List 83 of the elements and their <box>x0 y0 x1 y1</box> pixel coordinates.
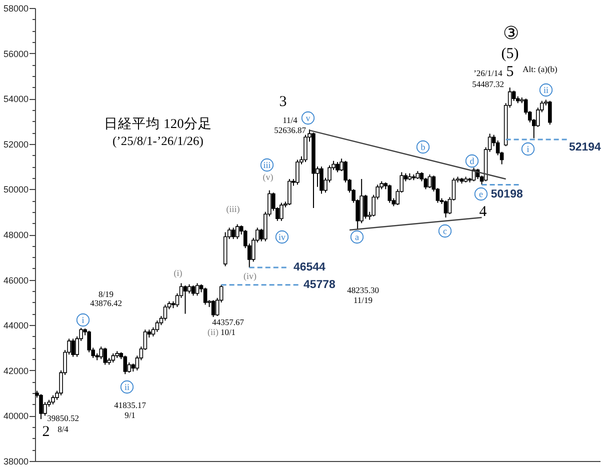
annotation: ③ <box>503 23 519 43</box>
candlestick <box>71 338 75 358</box>
candlestick <box>364 194 368 220</box>
candlestick <box>191 284 196 296</box>
annotation: 11/19 <box>353 295 373 305</box>
annotation: 41835.17 <box>114 400 146 410</box>
ref-line-label: 46544 <box>293 261 326 274</box>
candlestick <box>280 202 284 222</box>
candlestick <box>548 100 552 126</box>
annotation: 43876.42 <box>90 298 122 308</box>
annotation: ’26/1/14 <box>474 68 504 78</box>
candlestick <box>195 282 200 296</box>
candlestick <box>51 394 55 405</box>
candlestick <box>231 227 236 240</box>
annotation: Alt: (a)(b) <box>522 64 558 74</box>
annotation: (5) <box>501 46 519 62</box>
candlestick <box>187 284 192 294</box>
ref-line-label: 50198 <box>490 188 524 201</box>
candlestick <box>388 184 392 204</box>
annotation: (i) <box>174 268 182 278</box>
annotation: iii <box>263 160 272 170</box>
annotation: 8/19 <box>98 289 114 299</box>
annotation: ii <box>543 85 549 95</box>
annotation: (v) <box>262 172 274 182</box>
candlestick <box>155 320 160 332</box>
y-tick-label: 54000 <box>3 94 28 104</box>
ref-line-label: 52194 <box>568 142 602 154</box>
annotation: (ii) <box>208 327 218 337</box>
annotation: a <box>355 232 359 242</box>
y-tick-label: 52000 <box>3 139 28 150</box>
candlestick <box>99 346 104 360</box>
candlestick <box>444 200 448 218</box>
annotation: 10/1 <box>220 327 236 337</box>
candlestick <box>296 159 300 186</box>
y-tick-label: 38000 <box>3 456 28 466</box>
annotation: i <box>82 315 85 325</box>
annotation: (iv) <box>244 271 256 281</box>
annotation: v <box>306 113 311 123</box>
y-tick-label: 44000 <box>3 320 28 331</box>
candlestick <box>235 224 240 240</box>
annotation: (iii) <box>226 204 240 214</box>
candlestick <box>336 162 340 173</box>
candlestick <box>424 177 428 190</box>
candlestick <box>103 347 108 366</box>
annotation: b <box>420 142 426 152</box>
y-tick-label: 40000 <box>3 411 28 422</box>
candlestick <box>111 352 116 363</box>
annotation: 44357.67 <box>212 317 244 327</box>
annotation: 8/4 <box>58 424 70 434</box>
annotation: iv <box>278 232 286 242</box>
candlestick <box>203 287 208 306</box>
candlestick <box>211 300 216 318</box>
annotation: 52636.87 <box>274 125 306 135</box>
annotation: 2 <box>42 424 50 440</box>
y-tick-label: 50000 <box>3 184 28 195</box>
y-tick-label: 48000 <box>3 230 28 240</box>
annotation: e <box>479 189 483 199</box>
candlestick <box>288 178 292 206</box>
candlestick <box>320 166 324 194</box>
y-tick-label: 58000 <box>3 4 28 14</box>
candlestick <box>183 284 188 314</box>
annotation: i <box>526 144 530 154</box>
y-tick-label: 42000 <box>3 366 28 376</box>
candlestick <box>39 394 43 420</box>
annotation: 4 <box>479 204 488 220</box>
y-tick-label: 56000 <box>3 48 28 59</box>
annotation: 54487.32 <box>472 79 504 89</box>
annotation: 39850.52 <box>47 413 79 423</box>
text: 日経平均 120分足 <box>104 116 212 131</box>
text: (’25/8/1-’26/1/26) <box>112 134 204 148</box>
annotation: 5 <box>506 64 514 80</box>
annotation: d <box>470 156 475 166</box>
annotation: c <box>443 226 447 236</box>
annotation: 11/4 <box>282 115 298 125</box>
ref-line-label: 45778 <box>303 278 336 291</box>
annotation: ii <box>124 382 130 392</box>
candlestick <box>123 355 128 375</box>
annotation: 48235.30 <box>347 285 379 295</box>
annotation: 3 <box>279 94 287 110</box>
annotation: 9/1 <box>124 410 136 420</box>
candlestick <box>428 174 432 189</box>
candlestick <box>163 304 168 322</box>
y-tick-label: 46000 <box>3 275 28 286</box>
